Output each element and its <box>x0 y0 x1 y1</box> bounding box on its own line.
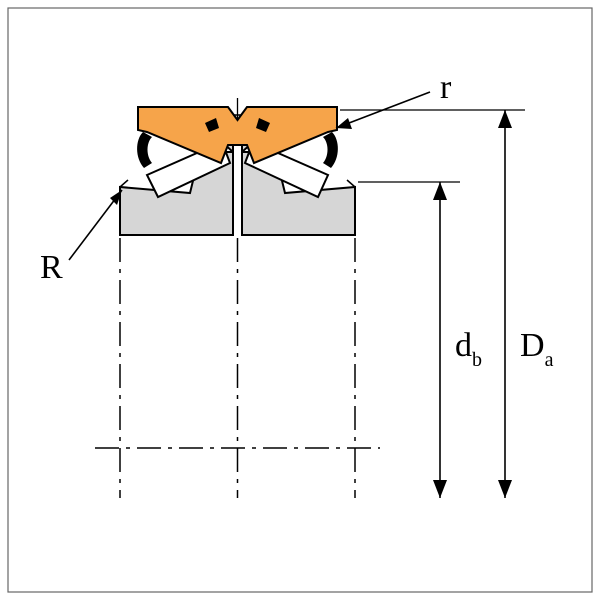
rollers <box>147 142 328 197</box>
label-db: db <box>455 327 482 371</box>
bearing-cross-section-diagram: R r db Da <box>0 0 600 600</box>
label-Da: Da <box>520 327 554 371</box>
dim-db <box>433 182 447 498</box>
label-r: r <box>440 69 452 106</box>
leader-R <box>69 190 122 260</box>
dim-Da <box>498 110 512 498</box>
label-R: R <box>40 249 63 286</box>
